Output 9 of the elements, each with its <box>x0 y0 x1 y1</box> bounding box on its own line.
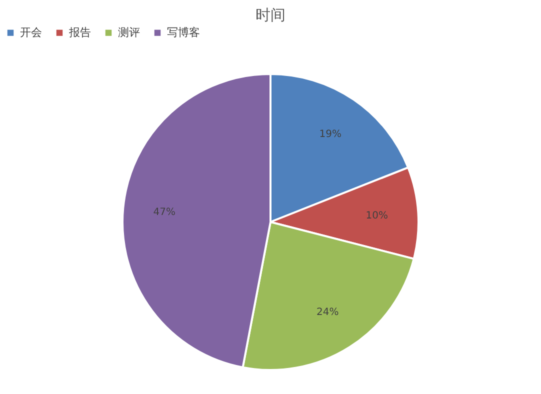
legend-label: 测评 <box>118 26 140 39</box>
data-label: 24% <box>316 306 339 318</box>
data-label: 19% <box>319 128 342 140</box>
legend-label: 开会 <box>20 26 42 39</box>
chart-title: 时间 <box>256 6 286 24</box>
data-label: 47% <box>153 206 176 218</box>
legend-label: 报告 <box>68 26 91 39</box>
legend-label: 写博客 <box>167 26 200 39</box>
data-label: 10% <box>366 210 388 222</box>
